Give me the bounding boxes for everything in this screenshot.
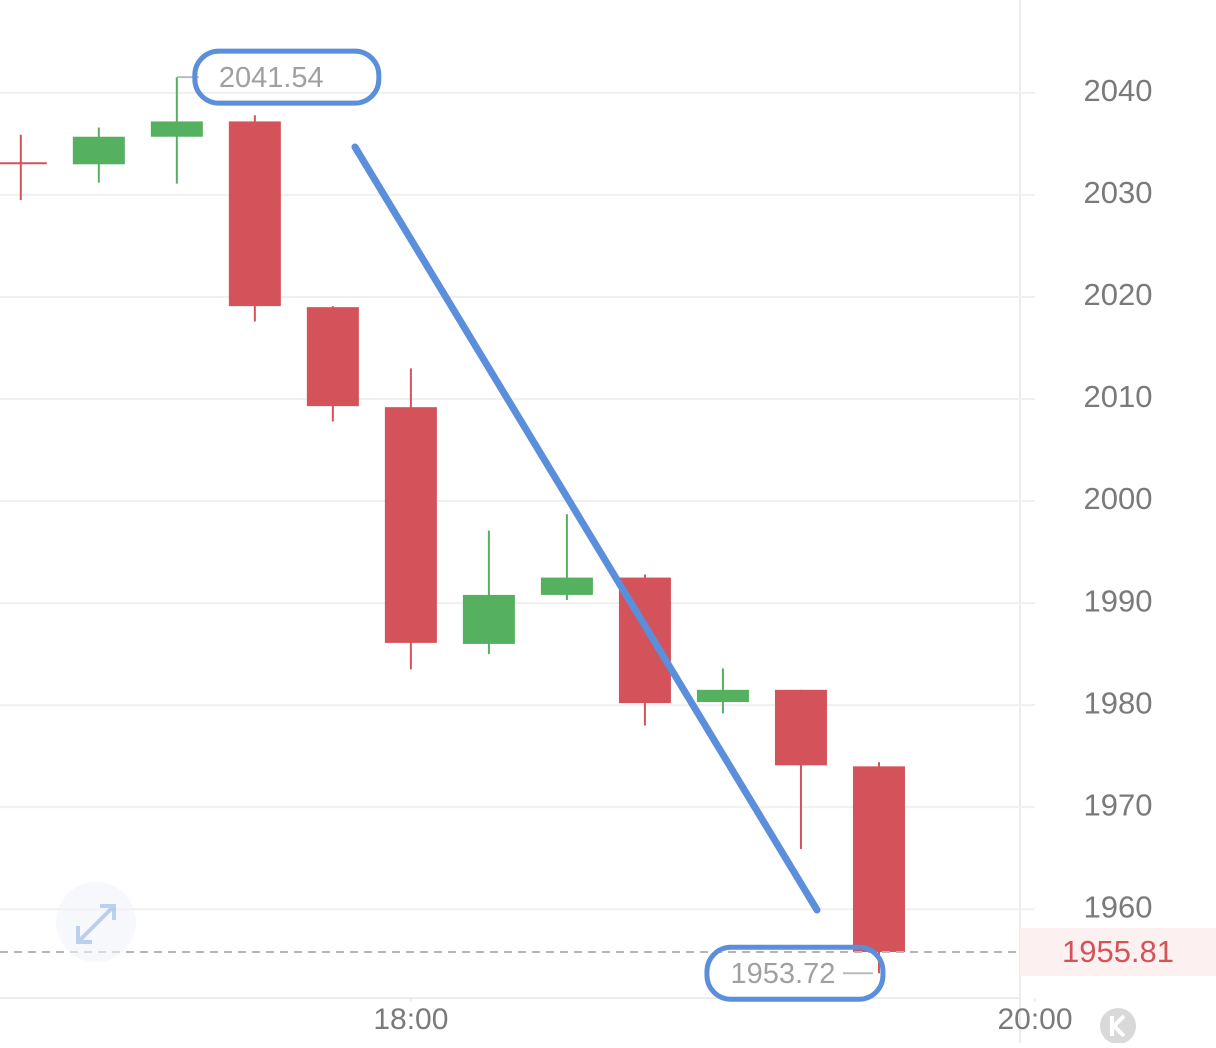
expand-icon[interactable] bbox=[56, 882, 136, 962]
y-tick-label: 2020 bbox=[1084, 277, 1153, 312]
y-tick-label: 2040 bbox=[1084, 73, 1153, 108]
current-price-label: 1955.81 bbox=[1062, 934, 1174, 969]
x-tick-label: 18:00 bbox=[373, 1003, 448, 1036]
candle-body bbox=[306, 307, 359, 407]
y-tick-label: 1970 bbox=[1084, 787, 1153, 822]
candle-body bbox=[540, 577, 593, 595]
candles bbox=[0, 77, 1020, 974]
candle-body bbox=[150, 121, 203, 137]
k-button-glyph bbox=[1110, 1014, 1126, 1038]
candle-body bbox=[384, 407, 437, 643]
grid: 1960 1970 1980 1990 2000 2010 2020 2030 2040 18:0… bbox=[0, 73, 1152, 1036]
y-tick-label: 2000 bbox=[1084, 481, 1153, 516]
candle-body bbox=[696, 689, 749, 703]
high-highlight bbox=[192, 48, 382, 106]
current-price-bg bbox=[1020, 927, 1216, 976]
candle-body bbox=[72, 136, 125, 165]
trend-drawing bbox=[351, 143, 821, 914]
y-tick-label: 1980 bbox=[1084, 685, 1153, 720]
low-label: 1953.72 bbox=[731, 958, 836, 990]
candle-body bbox=[462, 594, 515, 644]
x-tick-label: 20:00 bbox=[997, 1003, 1072, 1036]
expand-glyph bbox=[76, 904, 116, 944]
y-tick-label: 1990 bbox=[1084, 583, 1153, 618]
k-button-bg[interactable] bbox=[1100, 1008, 1136, 1044]
low-highlight bbox=[704, 944, 886, 1002]
k-button[interactable] bbox=[1100, 1008, 1136, 1044]
y-tick-label: 2030 bbox=[1084, 175, 1153, 210]
candle-body bbox=[228, 121, 281, 307]
annotations: 1955.81 2041.54 1953.72 bbox=[176, 48, 1216, 1002]
candle-body bbox=[0, 162, 47, 165]
y-tick-label: 2010 bbox=[1084, 379, 1153, 414]
high-label: 2041.54 bbox=[219, 62, 324, 94]
candle-body bbox=[852, 766, 905, 952]
candle-body bbox=[774, 689, 827, 766]
y-tick-label: 1960 bbox=[1084, 889, 1153, 924]
